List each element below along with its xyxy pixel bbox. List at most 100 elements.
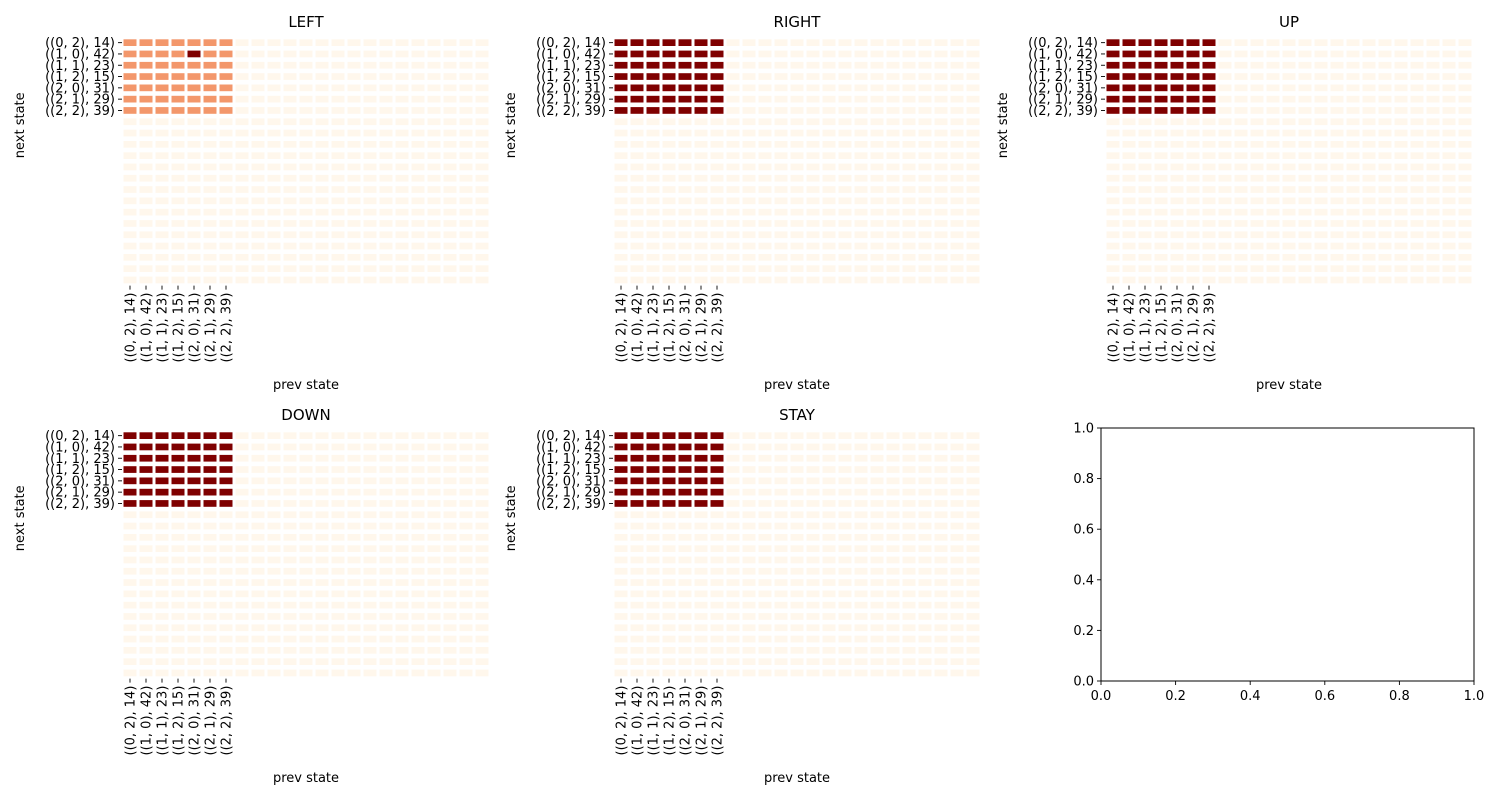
heatmap-cell [219,174,233,182]
heatmap-cell [934,95,948,103]
heatmap-cell [1442,107,1456,114]
heatmap-cell [219,61,233,69]
heatmap-cell [934,477,948,485]
heatmap-cell [1186,231,1200,239]
heatmap-cell [219,118,233,126]
heatmap-cell [411,152,425,159]
heatmap-cell [806,129,820,137]
x-tick-label: 1.0 [1464,689,1485,704]
heatmap-cell [966,163,980,171]
heatmap-cell [299,669,313,677]
heatmap-cell [790,220,804,227]
heatmap-cell [838,500,852,507]
heatmap-cell [966,95,980,103]
heatmap-cell [315,534,329,541]
heatmap-cell [678,129,692,137]
heatmap-cell [1266,152,1280,159]
heatmap-cell [331,556,345,564]
heatmap-cell [251,669,265,677]
heatmap-cell [395,197,409,205]
heatmap-cell [299,488,313,496]
heatmap-cell [646,601,660,609]
heatmap-cell [742,545,756,552]
heatmap-cell [475,186,489,193]
heatmap-cell [283,579,297,586]
heatmap-cell [251,579,265,586]
y-tick-label: ((2, 2), 39) [45,497,115,512]
heatmap-cell [267,61,281,69]
heatmap-cell [251,601,265,609]
heatmap-cell [774,208,788,216]
heatmap-cell [123,276,137,284]
heatmap-cell [918,579,932,586]
heatmap-cell [1362,39,1376,46]
heatmap-cell [902,443,916,451]
x-axis-label: prev state [764,771,830,786]
heatmap-cell [219,107,233,114]
heatmap-cell [363,669,377,677]
heatmap-cell [1282,141,1296,148]
heatmap-cell [630,254,644,261]
heatmap-cell [251,163,265,171]
heatmap-cell [614,39,628,46]
heatmap-cell [267,107,281,114]
heatmap-cell [1298,61,1312,69]
heatmap-cell [347,635,361,643]
heatmap-cell [1250,163,1264,171]
heatmap-cell [187,658,201,665]
heatmap-cell [251,254,265,261]
heatmap-cell [950,276,964,284]
heatmap-cell [1314,129,1328,137]
heatmap-cell [219,590,233,598]
heatmap-cell [411,443,425,451]
heatmap-cell [646,443,660,451]
y-tick-label: ((1, 1), 23) [1028,59,1098,74]
heatmap-cell [1138,174,1152,182]
heatmap-cell [203,141,217,148]
y-tick-label: ((1, 0), 42) [536,440,606,455]
heatmap-cell [1410,95,1424,103]
heatmap-cell [966,590,980,598]
heatmap-cell [363,186,377,193]
heatmap-cell [806,141,820,148]
heatmap-cell [726,443,740,451]
heatmap-cell [614,556,628,564]
heatmap-cell [1314,50,1328,58]
heatmap-cell [966,669,980,677]
heatmap-cell [934,118,948,126]
heatmap-cell [1378,61,1392,69]
x-tick-label: ((1, 2), 15) [663,293,678,363]
heatmap-cell [806,220,820,227]
heatmap-cell [950,647,964,654]
heatmap-cell [886,152,900,159]
heatmap-cell [1282,84,1296,92]
heatmap-cell [1426,152,1440,159]
y-tick-label: 0.4 [1073,573,1094,588]
heatmap-cell [1314,84,1328,92]
heatmap-cell [1346,231,1360,239]
heatmap-cell [902,647,916,654]
x-tick-label: ((1, 0), 42) [631,686,646,756]
heatmap-cell [411,556,425,564]
heatmap-cell [726,265,740,272]
heatmap-cell [139,118,153,126]
heatmap-cell [774,624,788,632]
heatmap-cell [742,488,756,496]
heatmap-cell [1442,50,1456,58]
heatmap-cell [822,73,836,80]
heatmap-cell [950,511,964,519]
heatmap-cell [614,152,628,159]
heatmap-cell [854,208,868,216]
heatmap-cell [1234,95,1248,103]
heatmap-cell [630,647,644,654]
heatmap-cell [1442,254,1456,261]
heatmap-cell [1410,220,1424,227]
heatmap-cell [646,84,660,92]
heatmap-cell [934,208,948,216]
heatmap-cell [1394,141,1408,148]
heatmap-cell [1362,118,1376,126]
heatmap-cell [1458,254,1472,261]
heatmap-cell [171,141,185,148]
heatmap-cell [203,174,217,182]
heatmap-cell [1138,242,1152,250]
